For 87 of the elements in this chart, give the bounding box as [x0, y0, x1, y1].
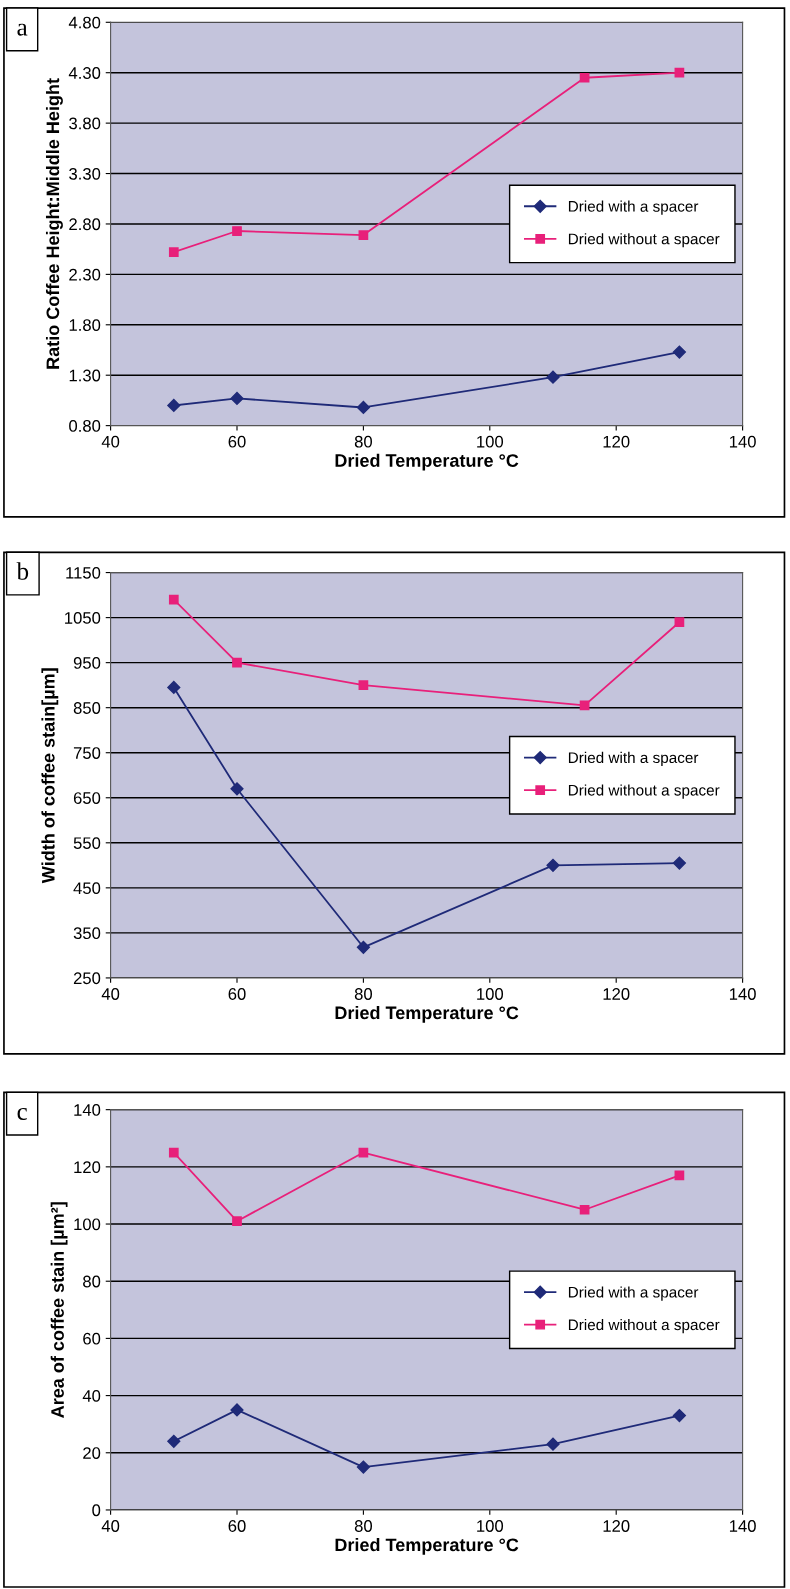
point	[230, 391, 244, 405]
legend-label: Dried with a spacer	[568, 200, 699, 215]
x-tick-label: 100	[477, 435, 504, 448]
legend-label: Dried without a spacer	[568, 784, 720, 799]
y-tick-label: 3.30	[69, 167, 101, 180]
y-tick-label: 40	[82, 1389, 101, 1402]
point	[232, 1216, 242, 1227]
y-tick-label: 140	[74, 1104, 101, 1116]
point	[579, 1204, 590, 1215]
y-tick-label: 60	[83, 1332, 101, 1345]
y-tick-label: 850	[73, 702, 101, 714]
point	[168, 247, 179, 258]
point	[579, 72, 590, 83]
legend-label: Dried with a spacer	[568, 1286, 699, 1301]
y-tick-label: 0	[92, 1504, 101, 1517]
y-tick-label: 100	[74, 1218, 101, 1231]
y-tick-label: 4.30	[68, 67, 101, 79]
x-tick-label: 40	[101, 435, 120, 448]
point	[672, 856, 686, 870]
point	[674, 67, 685, 78]
x-tick-label: 60	[228, 435, 246, 448]
point	[167, 398, 181, 413]
y-tick-label: 80	[83, 1275, 101, 1288]
text: c	[17, 1107, 27, 1120]
y-tick-label: 1050	[65, 612, 101, 624]
x-axis-title: Dried Temperature °C	[335, 1005, 519, 1023]
y-tick-label: 750	[73, 747, 101, 759]
point	[167, 1434, 181, 1448]
x-tick-label: 80	[354, 435, 373, 448]
point	[232, 657, 242, 668]
x-tick-label: 140	[729, 988, 756, 1000]
y-tick-label: 2.30	[69, 268, 101, 281]
y-axis-title: Ratio Coffee Height:Middle Height	[45, 78, 63, 369]
x-tick-label: 60	[228, 1520, 246, 1532]
text: b	[16, 562, 29, 580]
y-tick-label: 1150	[66, 566, 101, 579]
y-tick-label: 4.80	[68, 16, 101, 29]
y-tick-label: 450	[73, 882, 101, 895]
text: a	[17, 23, 28, 36]
x-tick-label: 40	[101, 1520, 120, 1532]
x-tick-label: 120	[603, 988, 630, 1000]
point	[168, 594, 179, 605]
x-tick-label: 120	[603, 435, 630, 448]
x-tick-label: 40	[101, 988, 120, 1000]
point	[672, 1409, 686, 1423]
point	[546, 858, 560, 872]
y-tick-label: 1.30	[69, 369, 101, 382]
point	[167, 680, 181, 695]
y-tick-label: 950	[73, 657, 101, 669]
y-tick-label: 650	[73, 792, 101, 804]
x-axis-title: Dried Temperature °C	[335, 1537, 519, 1555]
y-tick-label: 2.80	[69, 218, 101, 231]
x-tick-label: 120	[603, 1520, 630, 1532]
point	[546, 1437, 560, 1451]
legend-label: Dried with a spacer	[568, 751, 699, 767]
point	[356, 940, 370, 954]
x-tick-label: 140	[729, 1520, 756, 1532]
legend-label: Dried without a spacer	[568, 1318, 720, 1334]
y-tick-label: 0.80	[69, 420, 101, 432]
y-axis-title: Area of coffee stain [µm²]	[50, 1202, 68, 1418]
point	[168, 1147, 179, 1158]
point	[358, 680, 369, 691]
x-axis-title: Dried Temperature °C	[335, 453, 519, 471]
point	[674, 617, 685, 627]
y-tick-label: 20	[83, 1447, 101, 1459]
y-tick-label: 550	[73, 837, 101, 850]
x-tick-label: 100	[477, 988, 504, 1000]
x-tick-label: 60	[228, 988, 246, 1000]
y-axis-title: Width of coffee stain[µm]	[41, 668, 59, 884]
y-tick-label: 250	[73, 972, 101, 985]
y-tick-label: 1.80	[69, 319, 101, 331]
x-tick-label: 80	[354, 1520, 373, 1532]
point	[356, 1460, 370, 1474]
x-tick-label: 80	[354, 988, 373, 1000]
point	[230, 782, 244, 796]
x-tick-label: 100	[477, 1520, 504, 1532]
x-tick-label: 140	[729, 435, 756, 448]
legend-label: Dried without a spacer	[568, 233, 720, 248]
point	[232, 226, 242, 236]
y-tick-label: 3.80	[69, 117, 101, 130]
point	[356, 400, 370, 415]
point	[546, 370, 560, 384]
y-tick-label: 120	[74, 1161, 101, 1174]
point	[358, 230, 369, 240]
y-tick-label: 350	[73, 927, 101, 940]
point	[672, 345, 686, 359]
point	[230, 1403, 244, 1417]
